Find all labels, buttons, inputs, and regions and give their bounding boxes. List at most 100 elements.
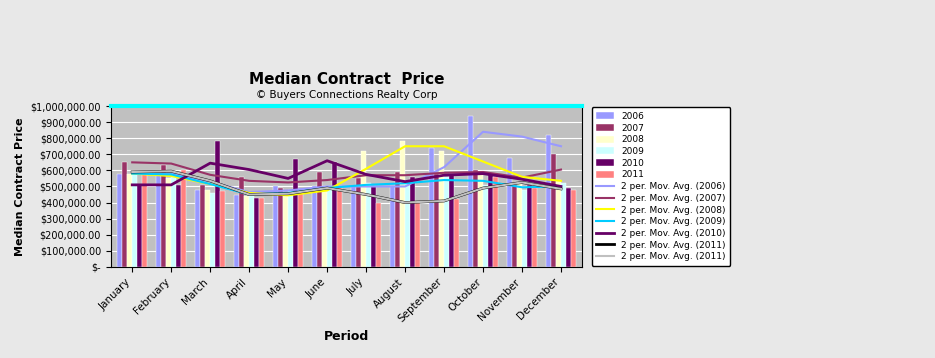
2 per. Mov. Avg. (2010) [361, 172, 372, 176]
Bar [488, 174, 493, 267]
Bar [561, 183, 566, 267]
Bar [327, 187, 332, 267]
Bar [351, 187, 356, 267]
2 per. Mov. Avg. (2008) [322, 188, 333, 193]
2 per. Mov. Avg. (2011) [399, 200, 410, 205]
2 per. Mov. Avg. (2011) [165, 169, 177, 173]
Bar [200, 185, 205, 267]
Bar [571, 190, 576, 267]
Bar [517, 182, 522, 267]
2 per. Mov. Avg. (2006) [243, 190, 254, 194]
Bar [298, 190, 303, 267]
2 per. Mov. Avg. (2011) [205, 179, 216, 183]
2 per. Mov. Avg. (2010) [478, 171, 489, 176]
2 per. Mov. Avg. (2007) [399, 173, 410, 177]
Y-axis label: Median Contract Price: Median Contract Price [15, 117, 25, 256]
Bar [215, 141, 221, 267]
Bar [283, 194, 288, 267]
2 per. Mov. Avg. (2011) [478, 186, 489, 190]
2 per. Mov. Avg. (2009) [205, 182, 216, 186]
Bar [294, 159, 298, 267]
2 per. Mov. Avg. (2006) [205, 179, 216, 184]
Bar [483, 185, 488, 267]
2 per. Mov. Avg. (2010) [555, 184, 567, 189]
2 per. Mov. Avg. (2011) [322, 186, 333, 190]
2 per. Mov. Avg. (2010) [516, 177, 527, 182]
Line: 2 per. Mov. Avg. (2011): 2 per. Mov. Avg. (2011) [132, 171, 561, 203]
2 per. Mov. Avg. (2010) [439, 173, 450, 177]
2 per. Mov. Avg. (2007) [439, 171, 450, 175]
Bar [478, 172, 483, 267]
2 per. Mov. Avg. (2007) [361, 173, 372, 177]
Bar [556, 180, 561, 267]
Bar [132, 174, 137, 267]
Bar [405, 183, 410, 267]
2 per. Mov. Avg. (2011) [439, 199, 450, 203]
2 per. Mov. Avg. (2009) [243, 192, 254, 197]
Bar [468, 116, 473, 267]
Bar [161, 165, 166, 267]
2 per. Mov. Avg. (2009) [516, 185, 527, 189]
2 per. Mov. Avg. (2006) [322, 184, 333, 189]
2 per. Mov. Avg. (2006) [126, 171, 137, 176]
2 per. Mov. Avg. (2007) [165, 161, 177, 166]
Bar [532, 188, 538, 267]
2 per. Mov. Avg. (2011) [516, 180, 527, 185]
2 per. Mov. Avg. (2011) [243, 192, 254, 197]
Bar [221, 191, 225, 267]
Bar [278, 188, 283, 267]
Bar [117, 174, 122, 267]
2 per. Mov. Avg. (2006) [399, 184, 410, 189]
2 per. Mov. Avg. (2009) [555, 184, 567, 189]
2 per. Mov. Avg. (2009) [361, 183, 372, 187]
2 per. Mov. Avg. (2009) [399, 181, 410, 185]
Bar [171, 175, 177, 267]
Bar [376, 203, 381, 267]
Bar [429, 148, 434, 267]
2 per. Mov. Avg. (2008) [282, 193, 294, 198]
Bar [444, 177, 449, 267]
Bar [239, 177, 244, 267]
2 per. Mov. Avg. (2011) [282, 192, 294, 196]
Bar [322, 187, 327, 267]
2 per. Mov. Avg. (2006) [478, 130, 489, 134]
2 per. Mov. Avg. (2010) [282, 176, 294, 180]
Bar [137, 185, 142, 267]
Bar [254, 198, 259, 267]
Bar [371, 187, 376, 267]
2 per. Mov. Avg. (2006) [165, 171, 177, 176]
2 per. Mov. Avg. (2006) [282, 188, 294, 193]
2 per. Mov. Avg. (2007) [478, 170, 489, 174]
2 per. Mov. Avg. (2009) [282, 191, 294, 195]
2 per. Mov. Avg. (2011) [126, 170, 137, 174]
2 per. Mov. Avg. (2007) [243, 179, 254, 183]
2 per. Mov. Avg. (2011) [205, 179, 216, 183]
2 per. Mov. Avg. (2011) [478, 186, 489, 190]
2 per. Mov. Avg. (2011) [555, 187, 567, 191]
X-axis label: Period: Period [324, 330, 369, 343]
Bar [195, 190, 200, 267]
Line: 2 per. Mov. Avg. (2008): 2 per. Mov. Avg. (2008) [132, 146, 561, 195]
2 per. Mov. Avg. (2009) [322, 186, 333, 190]
Bar [244, 196, 249, 267]
2 per. Mov. Avg. (2006) [439, 165, 450, 169]
Bar [205, 190, 210, 267]
Text: Median Contract  Price: Median Contract Price [249, 72, 444, 87]
Line: 2 per. Mov. Avg. (2007): 2 per. Mov. Avg. (2007) [132, 162, 561, 183]
Bar [234, 194, 239, 267]
2 per. Mov. Avg. (2008) [205, 182, 216, 186]
Bar [473, 170, 478, 267]
2 per. Mov. Avg. (2011) [399, 200, 410, 205]
2 per. Mov. Avg. (2011) [165, 169, 177, 173]
Bar [338, 187, 342, 267]
2 per. Mov. Avg. (2011) [439, 199, 450, 203]
2 per. Mov. Avg. (2011) [516, 180, 527, 185]
Bar [249, 196, 254, 267]
2 per. Mov. Avg. (2010) [243, 168, 254, 172]
2 per. Mov. Avg. (2009) [478, 179, 489, 183]
2 per. Mov. Avg. (2006) [361, 184, 372, 189]
Bar [361, 151, 367, 267]
Bar [400, 141, 405, 267]
Bar [259, 198, 265, 267]
2 per. Mov. Avg. (2008) [478, 159, 489, 164]
